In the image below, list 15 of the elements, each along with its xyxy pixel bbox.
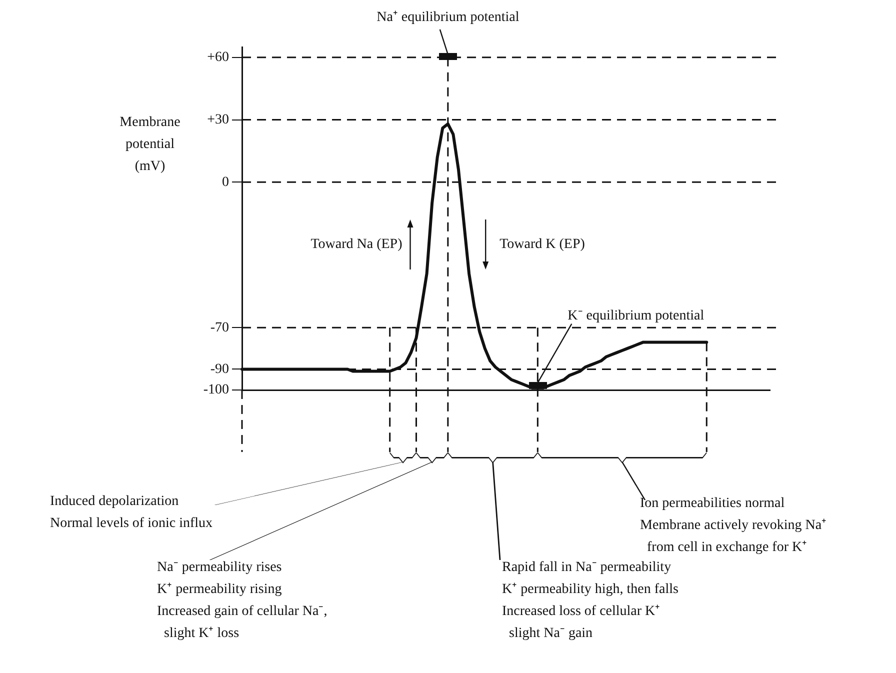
text: Induced depolarization Normal levels of ionic influx (50, 493, 213, 533)
y-tick-label: -100 (203, 382, 229, 398)
text: Ion permeabilities normal Membrane actively revoking Na⁺ from cell in exchange for K⁺ (640, 495, 827, 557)
y-tick-label: -90 (210, 362, 229, 377)
text: Na⁻ permeability rises K⁺ permeability rising Increased gain of cellular Na⁻, slight K⁺ loss (157, 559, 328, 643)
text: Rapid fall in Na⁻ permeability K⁺ permeability high, then falls Increased loss of cellular K⁺ slight Na⁻ gain (502, 559, 678, 643)
y-tick-label: 0 (222, 174, 229, 190)
y-axis-title: Membrane potential (mV) (118, 114, 182, 176)
annotation: Toward Na (EP) (310, 237, 403, 252)
y-tick-label: -70 (210, 320, 229, 336)
annotation: Na⁺ equilibrium potential (376, 10, 520, 26)
y-tick-label: +30 (207, 112, 229, 128)
y-tick-label: +60 (207, 50, 229, 66)
annotation: Toward K (EP) (500, 237, 586, 252)
annotation: K⁻ equilibrium potential (568, 308, 704, 324)
